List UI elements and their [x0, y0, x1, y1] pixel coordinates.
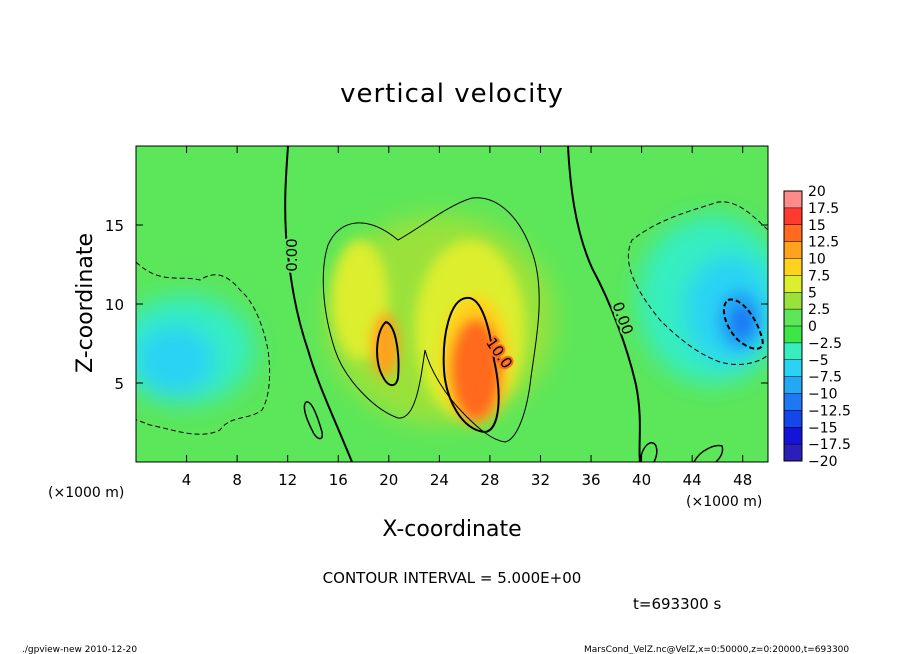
contour-label-left: 0.00	[283, 238, 301, 271]
positive-contour-10-right	[442, 296, 500, 434]
colorbar-swatch	[784, 376, 802, 394]
y-axis: 5 10 15	[105, 217, 768, 393]
colorbar-label: −2.5	[808, 336, 842, 352]
x-axis-title: X-coordinate	[382, 517, 521, 542]
x-axis: 4 8 12 16 20 24 28 32 36 40 44 48	[182, 146, 752, 489]
zero-contour-left	[284, 146, 353, 462]
x-tick-label: 12	[278, 471, 297, 489]
colorbar-swatch	[784, 326, 802, 344]
negative-contour-left	[136, 261, 271, 435]
y-axis-title: Z-coordinate	[73, 233, 98, 373]
positive-contour-5	[322, 197, 540, 443]
zero-contour-right	[567, 146, 641, 462]
x-unit-left: (×1000 m)	[48, 485, 124, 501]
x-tick-label: 24	[430, 471, 449, 489]
colorbar-swatch	[784, 241, 802, 259]
program-label: ./gpview-new 2010-12-20	[22, 645, 137, 654]
small-contour-3	[693, 444, 724, 462]
colorbar-label: −20	[808, 454, 838, 470]
x-tick-label: 44	[683, 471, 702, 489]
colorbar: 2017.51512.5107.552.50−2.5−5−7.5−10−12.5…	[783, 184, 851, 470]
colorbar-label: −5	[808, 353, 829, 369]
time-label: t=693300 s	[633, 595, 721, 613]
x-tick-label: 8	[232, 471, 242, 489]
x-tick-label: 28	[480, 471, 499, 489]
x-tick-label: 48	[733, 471, 752, 489]
y-tick-label: 15	[105, 217, 124, 235]
colorbar-swatch	[784, 444, 802, 462]
colorbar-label: 7.5	[808, 268, 830, 284]
x-tick-label: 40	[632, 471, 651, 489]
contour-interval: CONTOUR INTERVAL = 5.000E+00	[323, 569, 582, 587]
x-unit-right: (×1000 m)	[686, 494, 762, 510]
positive-contour-10-left	[376, 320, 400, 387]
colorbar-label: 0	[808, 319, 817, 335]
colorbar-swatch	[784, 393, 802, 411]
source-label: MarsCond_VelZ.nc@VelZ,x=0:50000,z=0:2000…	[584, 645, 849, 654]
colorbar-swatch	[784, 275, 802, 293]
x-tick-label: 32	[531, 471, 550, 489]
colorbar-label: 15	[808, 218, 826, 234]
downdraft-left-core	[136, 325, 215, 395]
colorbar-label: 17.5	[808, 201, 839, 217]
colorbar-label: −10	[808, 387, 838, 403]
colorbar-label: −15	[808, 420, 838, 436]
updraft-red-core	[450, 318, 502, 422]
colorbar-swatch	[784, 359, 802, 378]
x-tick-label: 36	[581, 471, 600, 489]
colorbar-label: −7.5	[808, 370, 842, 386]
chart-title: vertical velocity	[340, 79, 564, 109]
colorbar-label: −12.5	[808, 403, 851, 419]
small-contour-1	[303, 401, 324, 440]
plot-area: 0.00 10.0 0.00	[136, 146, 768, 462]
x-tick-label: 20	[379, 471, 398, 489]
x-tick-label: 16	[329, 471, 348, 489]
colorbar-swatch	[784, 207, 802, 226]
x-tick-label: 4	[182, 471, 192, 489]
colorbar-swatch	[784, 342, 802, 361]
colorbar-swatch	[784, 292, 802, 310]
colorbar-swatch	[784, 427, 802, 445]
contour-lines	[136, 146, 768, 462]
colorbar-swatch	[784, 224, 802, 243]
colorbar-swatch	[784, 410, 802, 428]
colorbar-label: 2.5	[808, 302, 830, 318]
colorbar-label: −17.5	[808, 437, 851, 453]
colorbar-swatch	[784, 258, 802, 276]
negative-contour-right	[627, 201, 768, 365]
y-tick-label: 5	[114, 375, 124, 393]
colorbar-swatch	[784, 309, 802, 327]
downdraft-right-center	[731, 306, 753, 338]
colorbar-label: 20	[808, 184, 826, 200]
colorbar-label: 5	[808, 285, 817, 301]
colorbar-label: 10	[808, 252, 826, 268]
colorbar-swatch	[784, 191, 802, 209]
small-contour-2	[639, 441, 658, 462]
y-tick-label: 10	[105, 296, 124, 314]
colorbar-label: 12.5	[808, 235, 839, 251]
